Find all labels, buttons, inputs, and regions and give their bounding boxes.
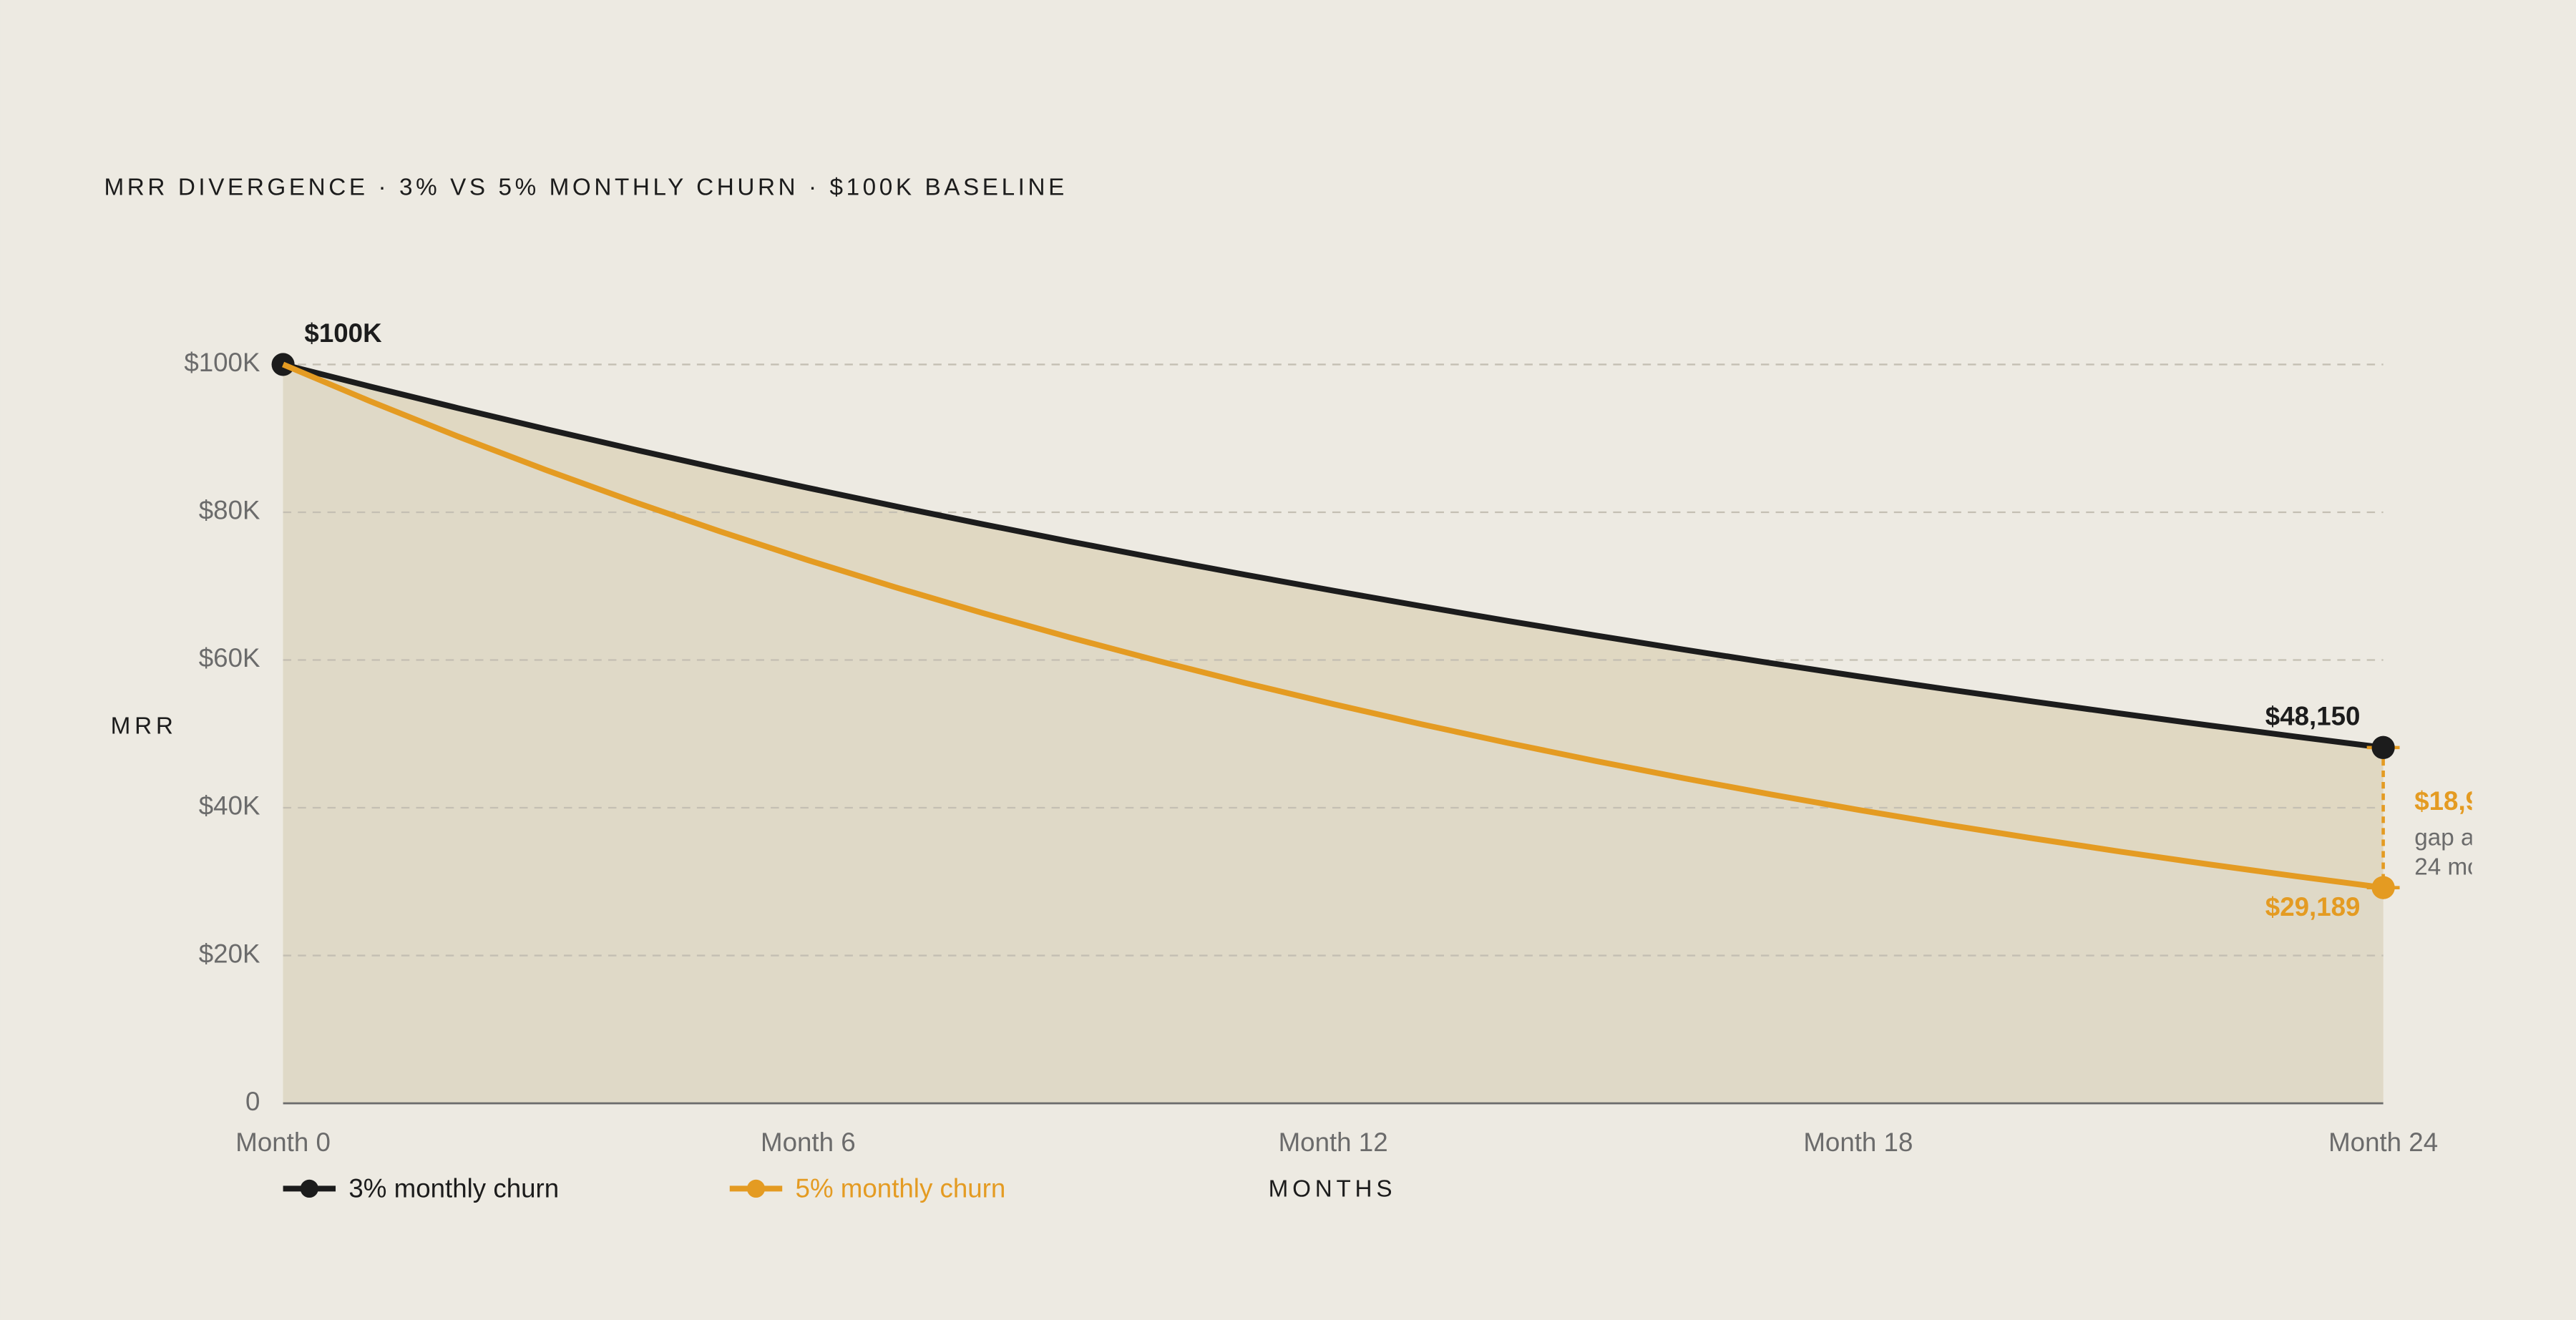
y-axis-title: MRR (111, 713, 177, 739)
chart-title: MRR DIVERGENCE · 3% VS 5% MONTHLY CHURN … (104, 175, 1067, 201)
y-tick-label: $80K (199, 496, 260, 525)
value-label: $29,189 (2265, 892, 2361, 921)
point (2371, 735, 2395, 759)
legend-label: 3% monthly churn (348, 1173, 559, 1203)
y-tick-label: $20K (199, 939, 260, 968)
lines: $100K $48,150 $29,189 (271, 318, 2395, 921)
y-tick-label: 0 (245, 1087, 260, 1116)
line (282, 361, 2384, 891)
legend: 3% monthly churn 5% monthly churn (283, 1173, 1006, 1203)
areas (283, 364, 2384, 1104)
value-label: $48,150 (2265, 701, 2361, 730)
y-tick-label: $40K (199, 791, 260, 821)
gap-label: $18,961 (2414, 786, 2509, 816)
legend-label: 5% monthly churn (796, 1173, 1006, 1203)
legend-marker (300, 1179, 318, 1198)
x-axis-title: MONTHS (1269, 1175, 1397, 1202)
y-tick-label: $60K (199, 643, 260, 673)
x-tick-label: Month 0 (235, 1128, 331, 1157)
y-tick-label: $100K (184, 348, 260, 377)
gap-note: gap at (2414, 824, 2481, 851)
gap-note: 24 months (2414, 854, 2525, 881)
annotations: $18,961 gap at 24 months (2366, 735, 2525, 899)
grid: 0 $20K $40K $60K $80K $100K Month 0 Month 6 Mont… (184, 348, 2438, 1157)
point (2371, 876, 2395, 899)
area (283, 364, 2384, 1104)
legend-marker (746, 1179, 766, 1198)
value-label: $100K (304, 318, 382, 348)
x-tick-label: Month 24 (2328, 1128, 2438, 1157)
x-tick-label: Month 6 (761, 1128, 856, 1157)
x-tick-label: Month 18 (1803, 1128, 1913, 1157)
x-tick-label: Month 12 (1279, 1128, 1388, 1157)
line (282, 361, 2384, 751)
